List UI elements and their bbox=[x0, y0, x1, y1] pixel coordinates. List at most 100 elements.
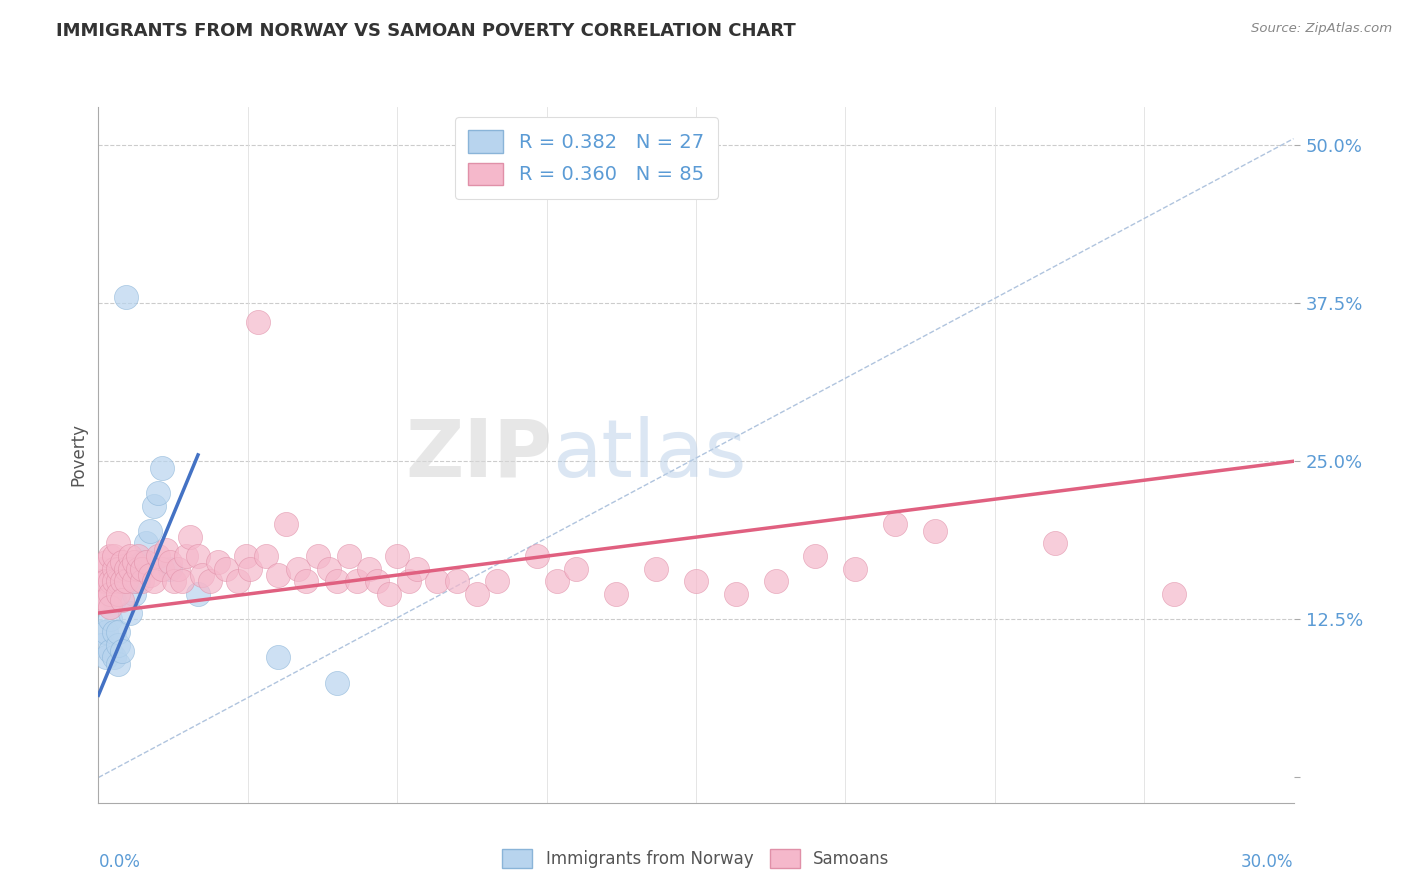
Point bbox=[159, 556, 181, 570]
Text: ZIP: ZIP bbox=[405, 416, 553, 494]
Point bbox=[111, 556, 134, 570]
Point bbox=[96, 593, 118, 607]
Point bbox=[385, 549, 409, 563]
Point bbox=[91, 593, 114, 607]
Point bbox=[98, 574, 122, 589]
Point bbox=[111, 644, 134, 658]
Point bbox=[120, 562, 142, 576]
Point bbox=[103, 574, 125, 589]
Point bbox=[198, 574, 221, 589]
Point bbox=[226, 574, 249, 589]
Point bbox=[127, 562, 149, 576]
Point bbox=[96, 625, 118, 640]
Point bbox=[239, 562, 262, 576]
Point bbox=[685, 574, 707, 589]
Point bbox=[91, 574, 114, 589]
Point bbox=[174, 549, 197, 563]
Point bbox=[159, 562, 181, 576]
Point bbox=[91, 625, 114, 640]
Point bbox=[115, 290, 138, 304]
Point bbox=[91, 638, 114, 652]
Point bbox=[150, 562, 173, 576]
Point bbox=[605, 587, 627, 601]
Point bbox=[546, 574, 568, 589]
Point bbox=[98, 612, 122, 626]
Point bbox=[139, 524, 162, 538]
Point bbox=[103, 625, 125, 640]
Point bbox=[148, 549, 170, 563]
Text: IMMIGRANTS FROM NORWAY VS SAMOAN POVERTY CORRELATION CHART: IMMIGRANTS FROM NORWAY VS SAMOAN POVERTY… bbox=[56, 22, 796, 40]
Point bbox=[135, 556, 157, 570]
Point bbox=[139, 568, 162, 582]
Point bbox=[378, 587, 401, 601]
Y-axis label: Poverty: Poverty bbox=[69, 424, 87, 486]
Point bbox=[96, 556, 118, 570]
Point bbox=[235, 549, 257, 563]
Point bbox=[215, 562, 238, 576]
Point bbox=[127, 574, 149, 589]
Point bbox=[98, 599, 122, 614]
Point bbox=[107, 638, 129, 652]
Point bbox=[346, 574, 368, 589]
Point bbox=[124, 556, 146, 570]
Point bbox=[287, 562, 309, 576]
Point bbox=[565, 562, 588, 576]
Point bbox=[150, 460, 173, 475]
Point bbox=[107, 562, 129, 576]
Point bbox=[124, 587, 146, 601]
Point bbox=[326, 675, 349, 690]
Text: Source: ZipAtlas.com: Source: ZipAtlas.com bbox=[1251, 22, 1392, 36]
Point bbox=[143, 574, 166, 589]
Point bbox=[98, 587, 122, 601]
Point bbox=[167, 562, 190, 576]
Point bbox=[127, 549, 149, 563]
Point bbox=[326, 574, 349, 589]
Point bbox=[339, 549, 360, 563]
Point bbox=[107, 574, 129, 589]
Point bbox=[804, 549, 827, 563]
Point bbox=[111, 593, 134, 607]
Point bbox=[107, 587, 129, 601]
Point bbox=[172, 574, 194, 589]
Point bbox=[131, 574, 153, 589]
Point bbox=[446, 574, 468, 589]
Point bbox=[103, 593, 125, 607]
Point bbox=[115, 562, 138, 576]
Point bbox=[187, 549, 209, 563]
Point bbox=[96, 574, 118, 589]
Point bbox=[724, 587, 747, 601]
Point bbox=[91, 562, 114, 576]
Point bbox=[107, 657, 129, 671]
Point bbox=[1163, 587, 1185, 601]
Point bbox=[254, 549, 277, 563]
Text: 0.0%: 0.0% bbox=[98, 854, 141, 871]
Point bbox=[135, 536, 157, 550]
Point bbox=[246, 315, 269, 329]
Point bbox=[103, 549, 125, 563]
Point bbox=[124, 574, 146, 589]
Point bbox=[645, 562, 668, 576]
Point bbox=[274, 517, 297, 532]
Point bbox=[163, 574, 186, 589]
Point bbox=[107, 536, 129, 550]
Point bbox=[131, 562, 153, 576]
Point bbox=[131, 556, 153, 570]
Point bbox=[98, 549, 122, 563]
Point bbox=[103, 650, 125, 665]
Point bbox=[765, 574, 787, 589]
Point bbox=[485, 574, 508, 589]
Point bbox=[191, 568, 214, 582]
Point bbox=[187, 587, 209, 601]
Point bbox=[96, 650, 118, 665]
Text: atlas: atlas bbox=[553, 416, 747, 494]
Point bbox=[307, 549, 329, 563]
Point bbox=[267, 650, 290, 665]
Point bbox=[884, 517, 907, 532]
Point bbox=[207, 556, 229, 570]
Point bbox=[526, 549, 548, 563]
Text: 30.0%: 30.0% bbox=[1241, 854, 1294, 871]
Point bbox=[359, 562, 381, 576]
Point bbox=[1043, 536, 1066, 550]
Point bbox=[103, 562, 125, 576]
Legend: Immigrants from Norway, Samoans: Immigrants from Norway, Samoans bbox=[492, 838, 900, 878]
